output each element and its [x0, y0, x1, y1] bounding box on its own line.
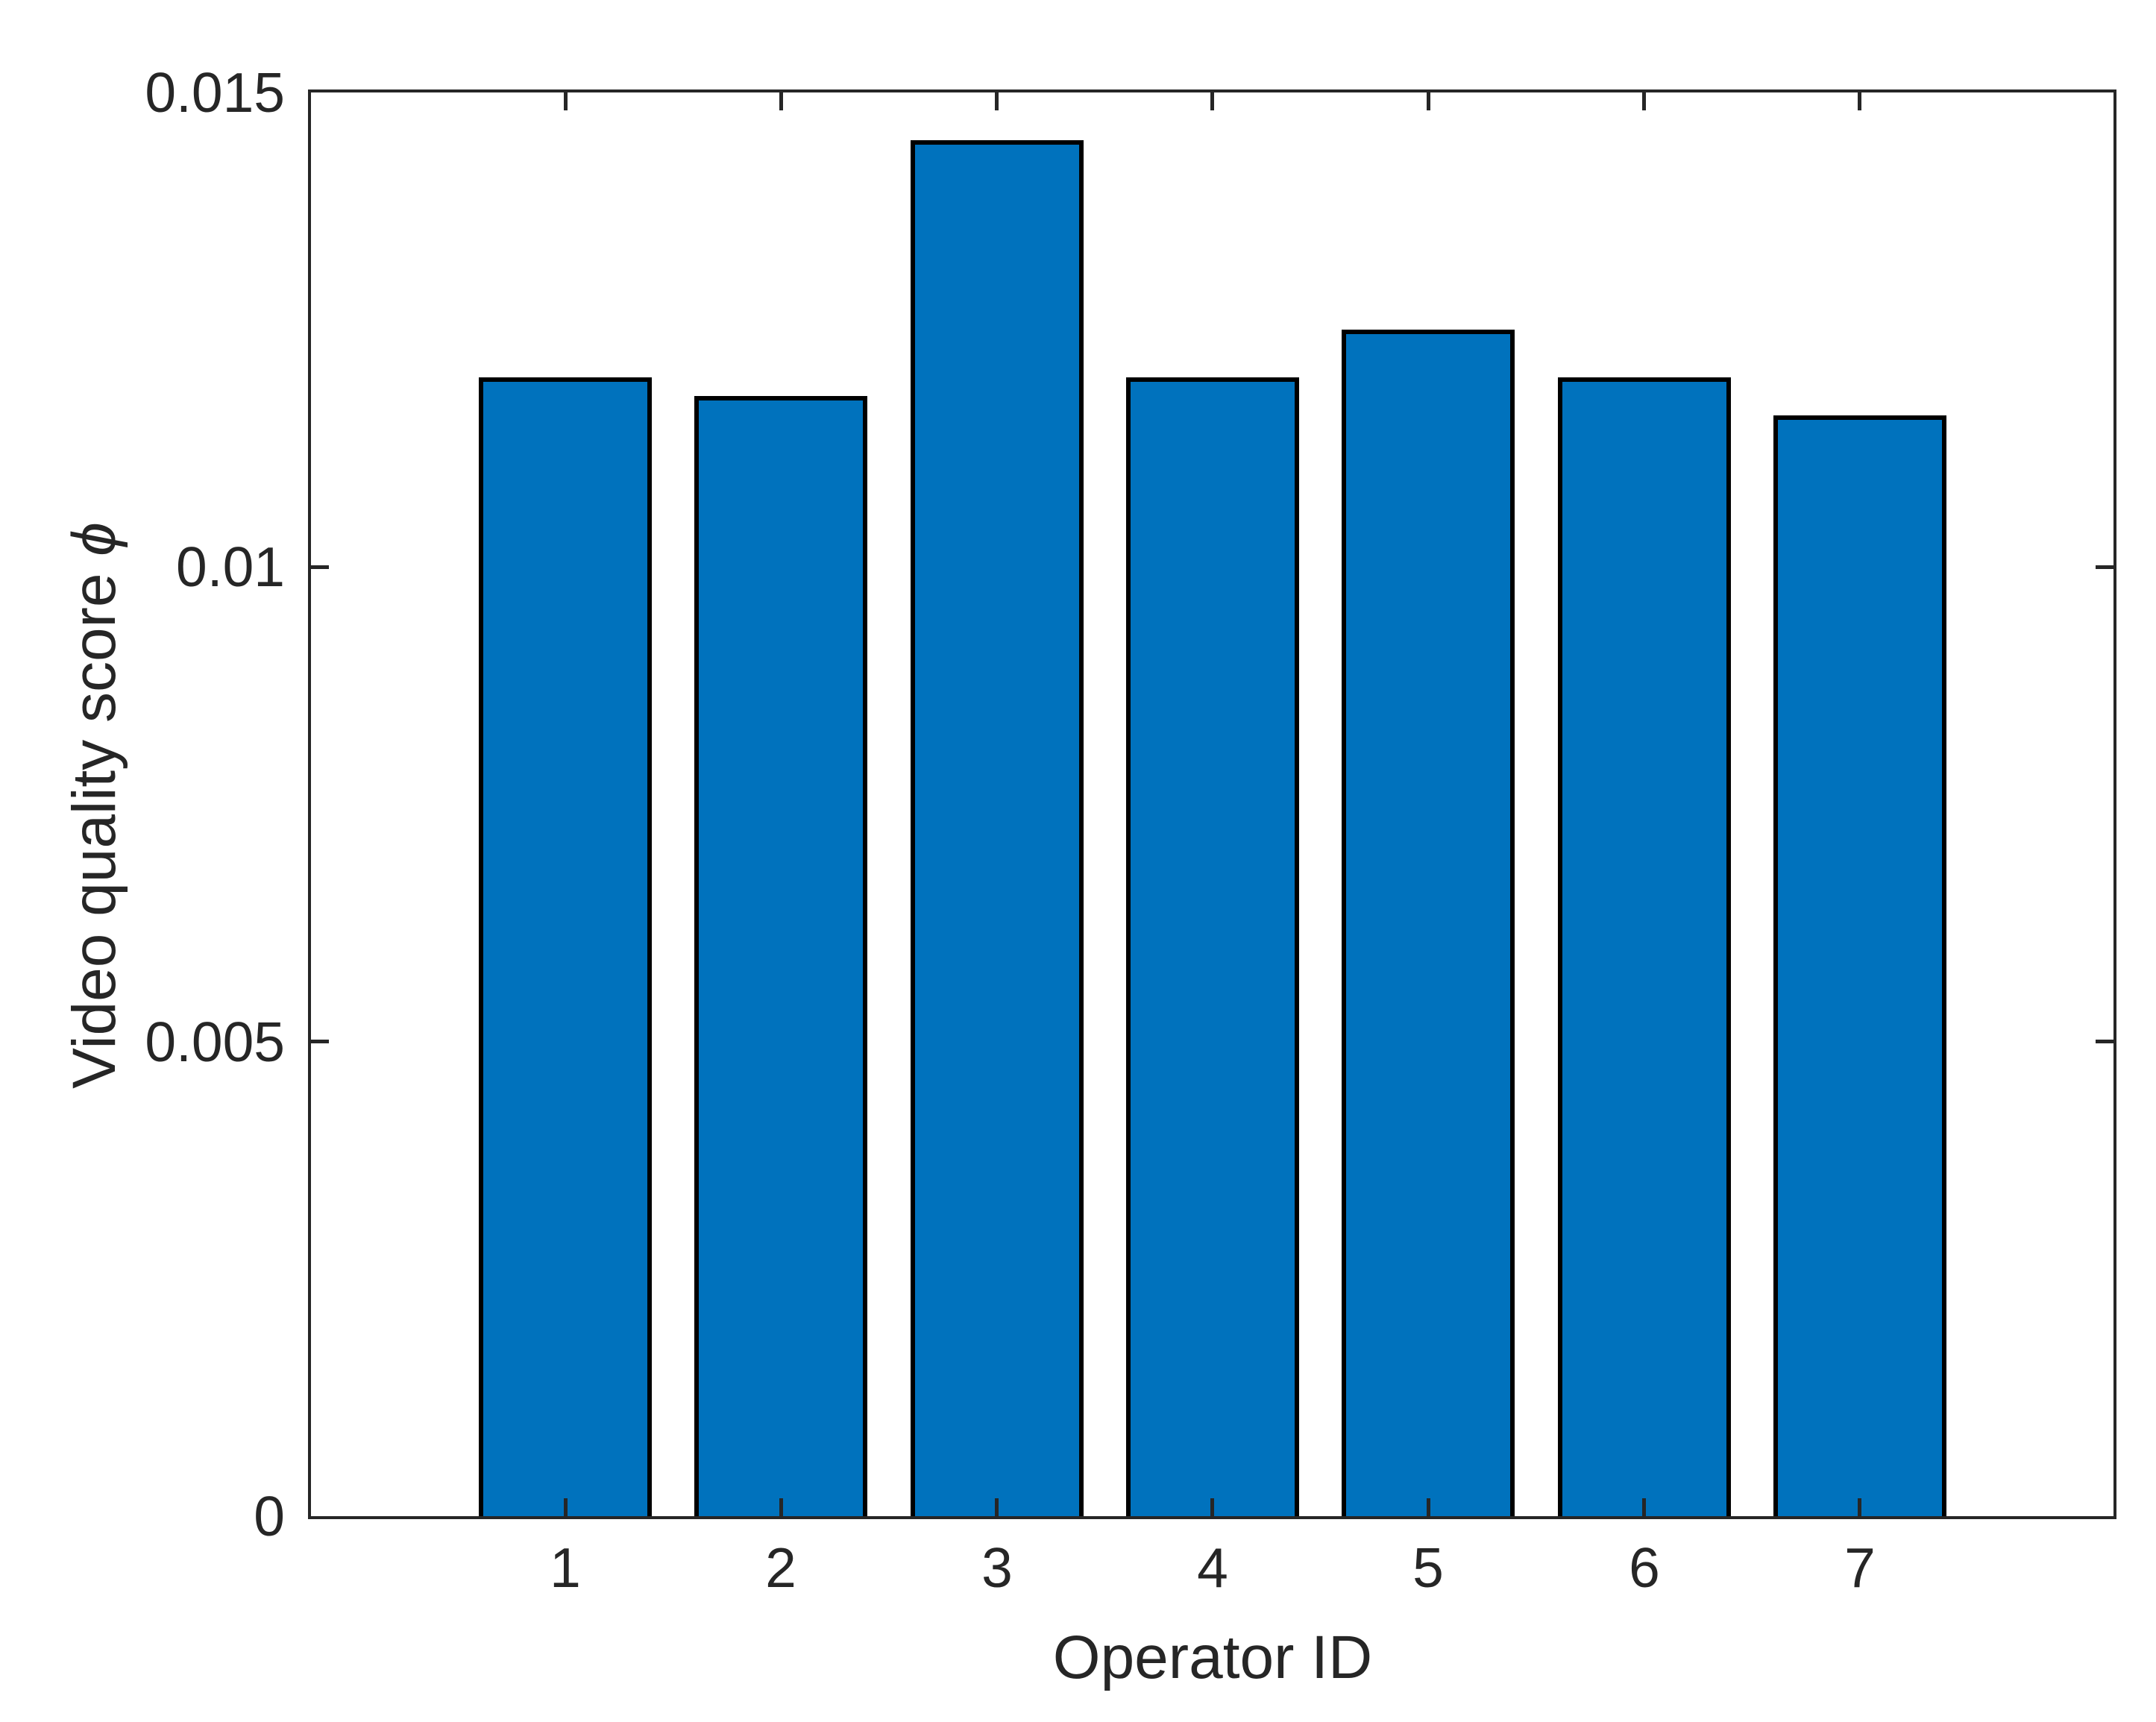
x-tick-bottom-6 — [1642, 1498, 1646, 1516]
x-tick-top-2 — [779, 92, 783, 110]
x-tick-top-3 — [995, 92, 999, 110]
x-tick-label-2: 2 — [765, 1536, 796, 1599]
x-tick-label-3: 3 — [981, 1536, 1013, 1599]
x-tick-top-6 — [1642, 92, 1646, 110]
x-tick-label-6: 6 — [1629, 1536, 1660, 1599]
x-tick-bottom-5 — [1427, 1498, 1430, 1516]
x-tick-top-7 — [1858, 92, 1861, 110]
bar-operator-1 — [479, 377, 652, 1516]
x-tick-label-4: 4 — [1197, 1536, 1228, 1599]
y-tick-label-0.005: 0.005 — [145, 1011, 285, 1073]
y-tick-label-0.015: 0.015 — [145, 61, 285, 124]
bar-operator-4 — [1126, 377, 1299, 1516]
x-tick-top-1 — [564, 92, 568, 110]
y-tick-right-0.01 — [2096, 565, 2113, 569]
bar-operator-5 — [1342, 330, 1515, 1516]
x-tick-bottom-3 — [995, 1498, 999, 1516]
x-tick-label-5: 5 — [1412, 1536, 1444, 1599]
bar-operator-2 — [694, 396, 867, 1516]
y-tick-label-0.01: 0.01 — [176, 535, 285, 598]
plot-area — [308, 89, 2116, 1519]
y-tick-left-0.01 — [311, 565, 329, 569]
x-tick-bottom-7 — [1858, 1498, 1861, 1516]
x-tick-bottom-1 — [564, 1498, 568, 1516]
x-tick-top-4 — [1210, 92, 1214, 110]
x-tick-label-1: 1 — [550, 1536, 581, 1599]
x-tick-bottom-2 — [779, 1498, 783, 1516]
y-tick-label-0: 0 — [254, 1485, 285, 1547]
bar-operator-6 — [1558, 377, 1731, 1516]
x-tick-label-7: 7 — [1844, 1536, 1876, 1599]
x-axis-label: Operator ID — [1052, 1624, 1373, 1691]
y-axis-label: Video quality score ϕ — [60, 522, 128, 1089]
y-tick-left-0.005 — [311, 1040, 329, 1043]
bar-operator-7 — [1773, 415, 1946, 1516]
y-tick-right-0.005 — [2096, 1040, 2113, 1043]
x-tick-top-5 — [1427, 92, 1430, 110]
x-tick-bottom-4 — [1210, 1498, 1214, 1516]
bar-operator-3 — [911, 140, 1084, 1516]
